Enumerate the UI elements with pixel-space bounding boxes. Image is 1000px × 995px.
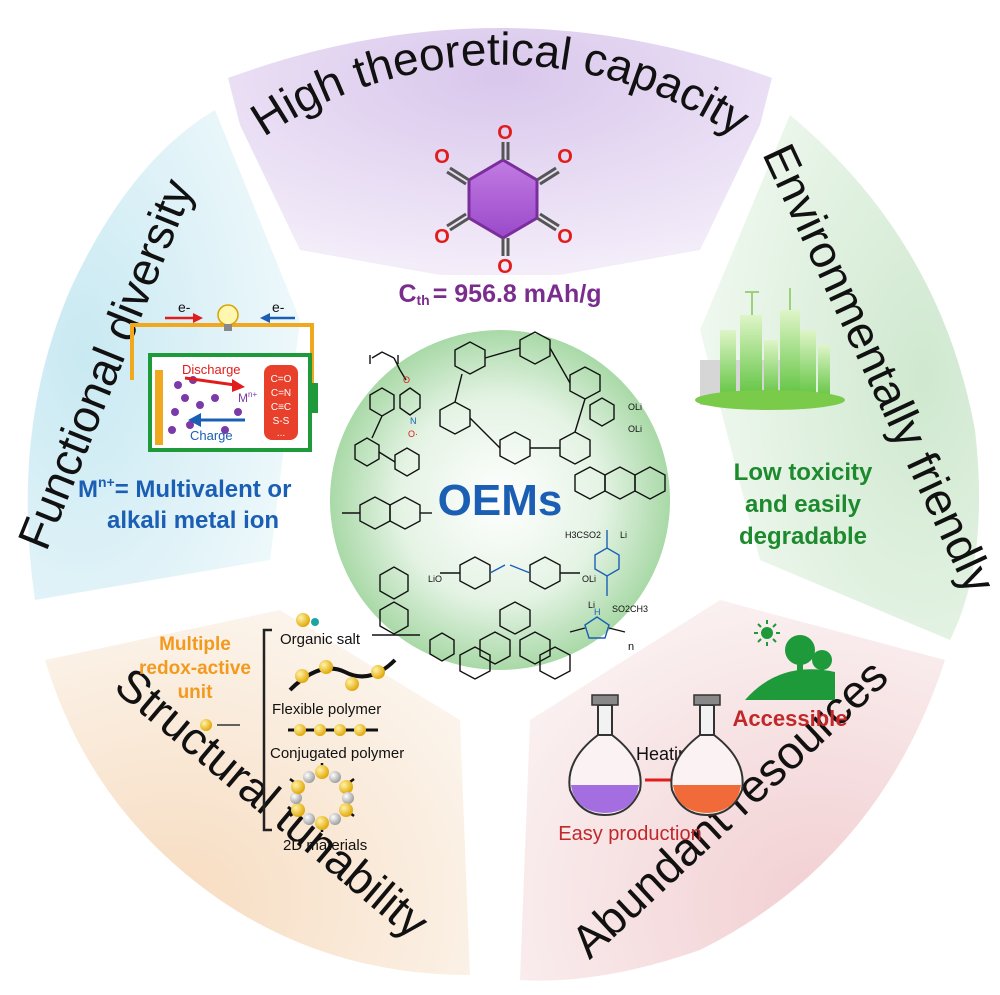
svg-text:N: N <box>410 416 417 426</box>
organic-salt-label: Organic salt <box>280 631 361 648</box>
redox-unit-ball <box>200 719 212 731</box>
ion-description-line1: Mn+= Multivalent or <box>78 474 291 503</box>
svg-text:O: O <box>557 226 573 248</box>
svg-text:Li: Li <box>620 530 627 540</box>
conjugated-polymer-label: Conjugated polymer <box>270 745 404 762</box>
electron-left-label: e- <box>178 299 191 315</box>
flexible-polymer-label: Flexible polymer <box>272 701 381 718</box>
svg-text:redox-active: redox-active <box>139 658 251 679</box>
structure-bracket <box>262 628 272 832</box>
svg-text:O: O <box>434 226 450 248</box>
electron-right-label: e- <box>272 299 285 315</box>
landscape-icon <box>745 620 835 700</box>
segment-environment-bg <box>700 115 980 640</box>
svg-text:C=N: C=N <box>271 388 291 399</box>
svg-text:OLi: OLi <box>628 424 642 434</box>
structural-caption: Multiple redox-active unit <box>139 634 251 703</box>
hexaketocyclohexane-molecule: O O O O O O <box>434 122 573 278</box>
accessible-label: Accessible <box>733 706 848 731</box>
production-label: Easy production <box>558 823 701 845</box>
svg-text:C=O: C=O <box>271 374 292 385</box>
segment-structural-bg <box>45 610 470 975</box>
conjugated-polymer-icon <box>288 724 378 736</box>
ion-label: Mn+ <box>238 390 257 405</box>
green-city-icon <box>695 288 845 410</box>
center-label: OEMs <box>438 476 563 525</box>
svg-text:Low toxicity: Low toxicity <box>734 459 873 486</box>
svg-text:O: O <box>557 146 573 168</box>
svg-text:OLi: OLi <box>628 402 642 412</box>
charge-label: Charge <box>190 428 233 443</box>
2d-materials-icon <box>289 763 355 832</box>
flask-right-icon <box>670 694 744 817</box>
svg-text:Li: Li <box>588 600 595 610</box>
ion-description-line2: alkali metal ion <box>107 507 279 534</box>
svg-text:Multiple: Multiple <box>159 634 231 655</box>
svg-text:LiO: LiO <box>428 574 442 584</box>
svg-text:SO2CH3: SO2CH3 <box>612 604 648 614</box>
svg-text:OLi: OLi <box>582 574 596 584</box>
svg-text:O: O <box>497 256 513 278</box>
capacity-formula: Cth = 956.8 mAh/g <box>398 280 601 308</box>
environment-caption: Low toxicity and easily degradable <box>734 459 873 550</box>
svg-text:O: O <box>497 122 513 144</box>
battery-diagram: C=O C=N C≡C S-S ... <box>130 304 318 452</box>
organic-salt-icon <box>296 613 319 627</box>
center-circle <box>330 330 670 670</box>
center-molecules <box>342 331 666 680</box>
svg-text:H3CSO2: H3CSO2 <box>565 530 601 540</box>
2d-materials-label: 2D materials <box>283 837 367 854</box>
svg-text:degradable: degradable <box>739 523 867 550</box>
svg-text:and easily: and easily <box>745 491 862 518</box>
svg-text:O: O <box>434 146 450 168</box>
svg-text:unit: unit <box>178 682 213 703</box>
svg-text:S-S: S-S <box>273 416 290 427</box>
discharge-label: Discharge <box>182 362 241 377</box>
svg-text:C≡C: C≡C <box>271 402 291 413</box>
flexible-polymer-icon <box>288 658 397 692</box>
svg-text:O·: O· <box>408 429 418 439</box>
svg-text:H: H <box>594 607 601 617</box>
svg-text:O: O <box>403 375 410 385</box>
flask-left-icon <box>568 694 642 817</box>
svg-text:...: ... <box>277 428 285 439</box>
center-atom-labels: O N O· OLi OLi LiO OLi H3CSO2 Li Li SO2C… <box>403 375 648 653</box>
svg-text:n: n <box>628 641 634 653</box>
